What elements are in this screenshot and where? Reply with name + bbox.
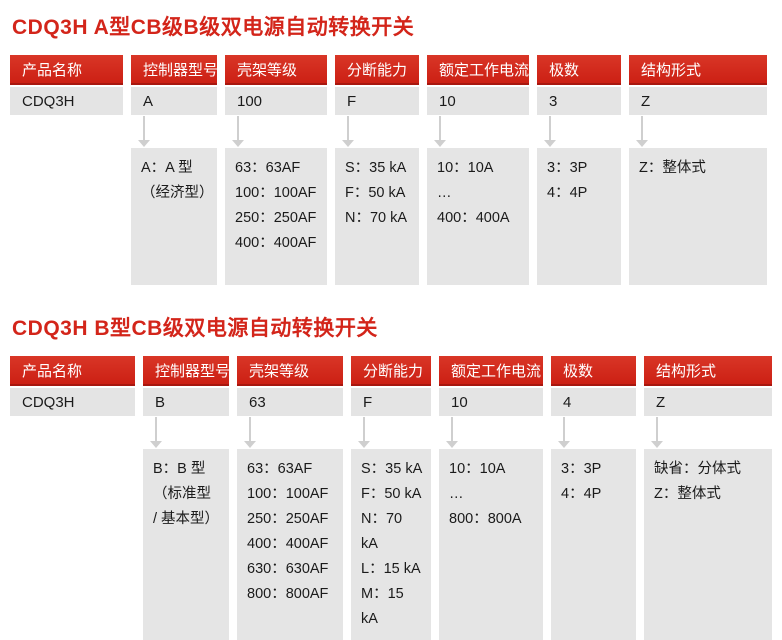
column-header-product-name: 产品名称	[10, 356, 135, 386]
column-header-structure: 结构形式	[629, 55, 767, 85]
code-value-breaking-capacity: F	[351, 388, 431, 416]
column-header-controller-model: 控制器型号	[131, 55, 218, 85]
code-value-controller-model: A	[131, 87, 217, 115]
detail-box-frame-rating: 63：63AF 100：100AF 250：250AF 400：400AF	[225, 148, 327, 285]
detail-box-structure: Z：整体式	[629, 148, 767, 285]
column-header-poles: 极数	[551, 356, 636, 386]
code-value-product-name: CDQ3H	[10, 87, 123, 115]
column-header-rated-current: 额定工作电流	[439, 356, 543, 386]
section-a-title: CDQ3H A型CB级B级双电源自动转换开关	[12, 16, 415, 39]
column-header-frame-rating: 壳架等级	[225, 55, 327, 85]
code-value-structure: Z	[644, 388, 772, 416]
section-type-b: CDQ3H B型CB级双电源自动转换开关 产品名称 控制器型号 壳架等级 分断能…	[10, 316, 772, 640]
down-arrow-icon	[537, 115, 621, 148]
down-arrow-icon	[427, 115, 529, 148]
spacer	[10, 148, 123, 285]
detail-box-rated-current: 10：10A … 400：400A	[427, 148, 529, 285]
code-value-poles: 4	[551, 388, 636, 416]
column-header-controller-model: 控制器型号	[143, 356, 230, 386]
spacer	[10, 115, 123, 148]
detail-box-breaking-capacity: S：35 kA F：50 kA N：70 kA	[335, 148, 419, 285]
detail-box-breaking-capacity: S：35 kA F：50 kA N：70 kA L：15 kA M：15 kA	[351, 449, 431, 640]
down-arrow-icon	[644, 416, 772, 449]
code-value-breaking-capacity: F	[335, 87, 419, 115]
code-value-poles: 3	[537, 87, 621, 115]
code-value-frame-rating: 63	[237, 388, 343, 416]
detail-box-poles: 3：3P 4：4P	[551, 449, 636, 640]
column-header-breaking-capacity: 分断能力	[351, 356, 431, 386]
down-arrow-icon	[143, 416, 229, 449]
spec-table-b: 产品名称 控制器型号 壳架等级 分断能力 额定工作电流 极数 结构形式 CDQ3…	[10, 356, 772, 640]
detail-box-controller-model: B：B 型 （标准型 / 基本型）	[143, 449, 229, 640]
code-value-frame-rating: 100	[225, 87, 327, 115]
column-header-rated-current: 额定工作电流	[427, 55, 529, 85]
column-header-frame-rating: 壳架等级	[237, 356, 343, 386]
section-b-title: CDQ3H B型CB级双电源自动转换开关	[12, 317, 378, 340]
down-arrow-icon	[237, 416, 343, 449]
column-header-poles: 极数	[537, 55, 621, 85]
spec-table-a: 产品名称 控制器型号 壳架等级 分断能力 额定工作电流 极数 结构形式 CDQ3…	[10, 55, 772, 285]
section-type-a: CDQ3H A型CB级B级双电源自动转换开关 产品名称 控制器型号 壳架等级 分…	[10, 15, 772, 285]
code-value-controller-model: B	[143, 388, 229, 416]
column-header-breaking-capacity: 分断能力	[335, 55, 419, 85]
down-arrow-icon	[131, 115, 217, 148]
down-arrow-icon	[225, 115, 327, 148]
detail-box-rated-current: 10：10A … 800：800A	[439, 449, 543, 640]
down-arrow-icon	[629, 115, 767, 148]
code-value-rated-current: 10	[439, 388, 543, 416]
detail-box-controller-model: A：A 型 （经济型）	[131, 148, 217, 285]
spacer	[10, 416, 135, 449]
code-value-product-name: CDQ3H	[10, 388, 135, 416]
down-arrow-icon	[551, 416, 636, 449]
down-arrow-icon	[335, 115, 419, 148]
column-header-product-name: 产品名称	[10, 55, 123, 85]
down-arrow-icon	[439, 416, 543, 449]
spacer	[10, 449, 135, 640]
column-header-structure: 结构形式	[644, 356, 772, 386]
down-arrow-icon	[351, 416, 431, 449]
code-value-rated-current: 10	[427, 87, 529, 115]
detail-box-frame-rating: 63：63AF 100：100AF 250：250AF 400：400AF 63…	[237, 449, 343, 640]
code-value-structure: Z	[629, 87, 767, 115]
detail-box-poles: 3：3P 4：4P	[537, 148, 621, 285]
detail-box-structure: 缺省：分体式 Z：整体式	[644, 449, 772, 640]
